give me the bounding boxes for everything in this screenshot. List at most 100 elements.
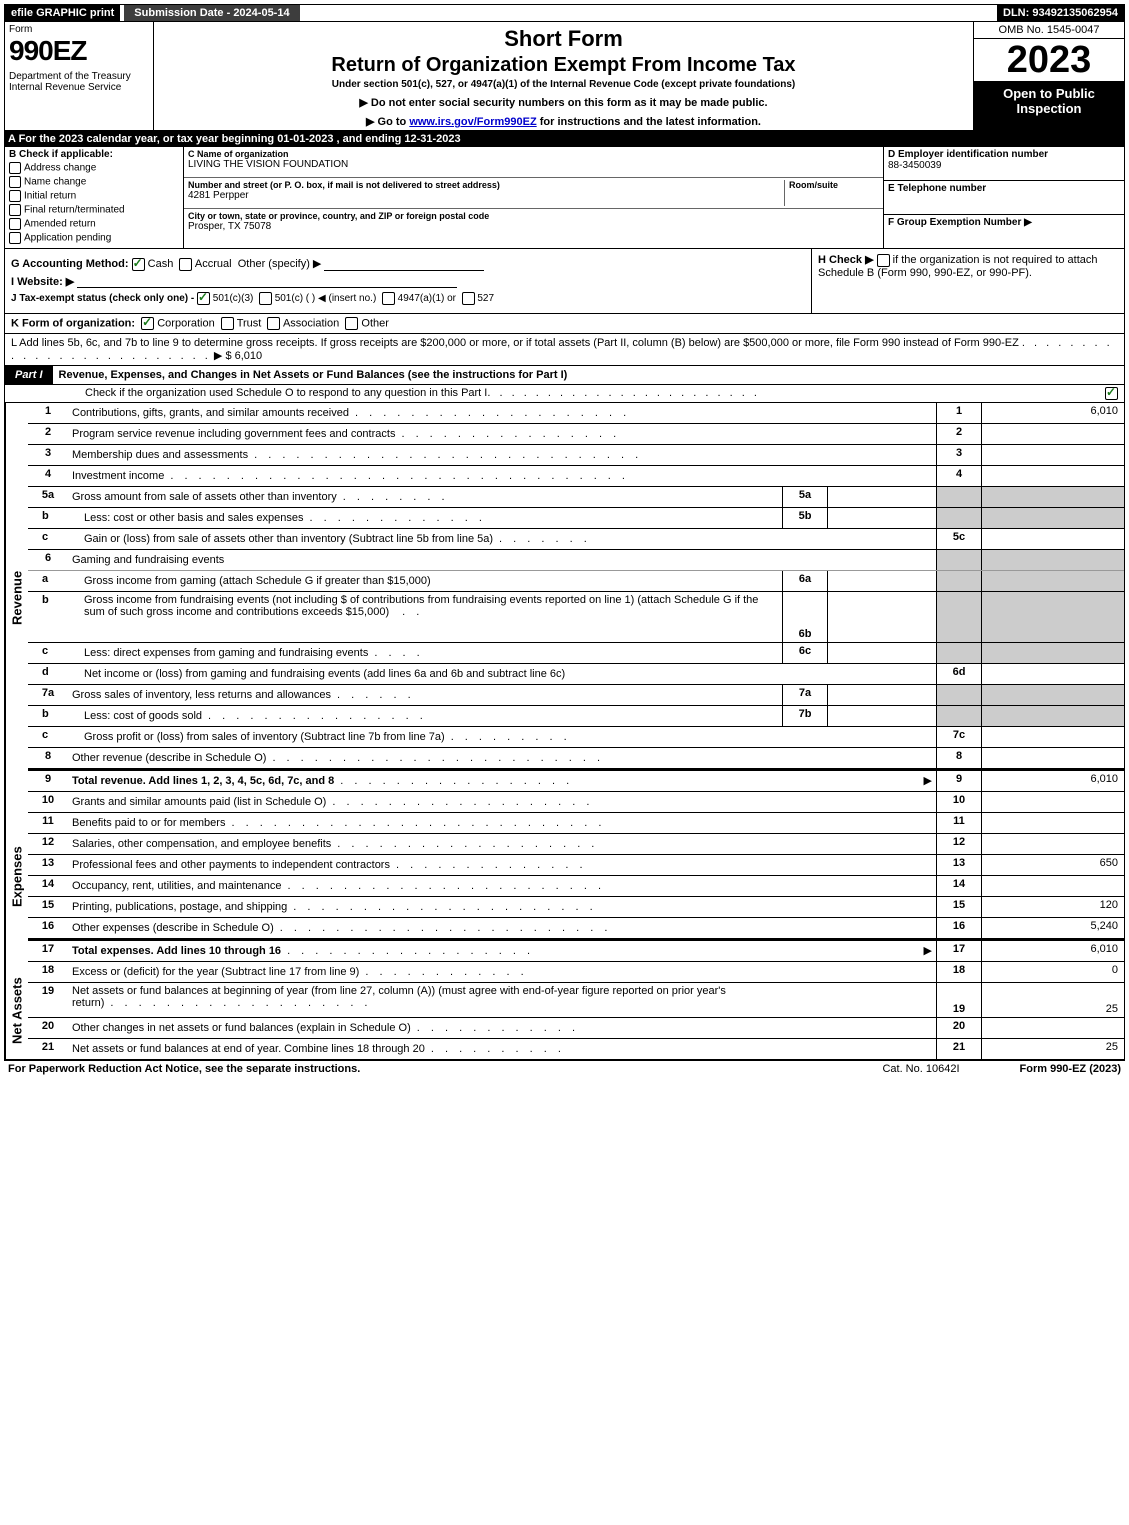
row-k: K Form of organization: Corporation Trus… <box>4 314 1125 334</box>
line-19: 19 Net assets or fund balances at beginn… <box>28 983 1124 1018</box>
val-7a <box>827 685 936 705</box>
cb-name-change[interactable]: Name change <box>9 176 179 188</box>
org-name: LIVING THE VISION FOUNDATION <box>188 159 879 170</box>
side-expenses: Expenses <box>5 792 28 962</box>
header-right: OMB No. 1545-0047 2023 Open to Public In… <box>973 22 1124 130</box>
efile-label[interactable]: efile GRAPHIC print <box>5 5 120 21</box>
col-b: B Check if applicable: Address change Na… <box>5 147 184 248</box>
row-l-val: 6,010 <box>235 350 263 362</box>
misc-right: H Check ▶ if the organization is not req… <box>811 249 1124 313</box>
cb-other[interactable] <box>345 317 358 330</box>
side-netassets: Net Assets <box>5 962 28 1059</box>
cb-association[interactable] <box>267 317 280 330</box>
street: 4281 Perpper <box>188 190 784 201</box>
line-5a: 5a Gross amount from sale of assets othe… <box>28 487 1124 508</box>
ein-cell: D Employer identification number 88-3450… <box>884 147 1124 181</box>
cb-schedule-o[interactable] <box>1105 387 1118 400</box>
cb-final-return[interactable]: Final return/terminated <box>9 204 179 216</box>
part1-sub-text: Check if the organization used Schedule … <box>85 387 487 400</box>
cb-501c3[interactable] <box>197 292 210 305</box>
cb-application-pending[interactable]: Application pending <box>9 232 179 244</box>
header-center: Short Form Return of Organization Exempt… <box>154 22 973 130</box>
line-8: 8 Other revenue (describe in Schedule O)… <box>28 748 1124 769</box>
title-short-form: Short Form <box>158 26 969 52</box>
line-15: 15 Printing, publications, postage, and … <box>28 897 1124 918</box>
val-5b <box>827 508 936 528</box>
form-header: Form 990EZ Department of the Treasury In… <box>4 22 1125 131</box>
cb-corporation[interactable] <box>141 317 154 330</box>
note-goto-pre: ▶ Go to <box>366 116 409 128</box>
top-bar: efile GRAPHIC print Submission Date - 20… <box>4 4 1125 22</box>
row-l: L Add lines 5b, 6c, and 7b to line 9 to … <box>4 334 1125 366</box>
tax-year: 2023 <box>974 39 1124 82</box>
side-revenue: Revenue <box>5 403 28 792</box>
val-2 <box>981 424 1124 444</box>
line-18: 18 Excess or (deficit) for the year (Sub… <box>28 962 1124 983</box>
line-11: 11 Benefits paid to or for members. . . … <box>28 813 1124 834</box>
line-g: G Accounting Method: Cash Accrual Other … <box>11 257 805 271</box>
line-j: J Tax-exempt status (check only one) - 5… <box>11 292 805 305</box>
line-7a: 7a Gross sales of inventory, less return… <box>28 685 1124 706</box>
misc-left: G Accounting Method: Cash Accrual Other … <box>5 249 811 313</box>
val-5c <box>981 529 1124 549</box>
val-6d <box>981 664 1124 684</box>
cb-trust[interactable] <box>221 317 234 330</box>
netassets-table: Net Assets 18 Excess or (deficit) for th… <box>4 962 1125 1060</box>
line-6b: b Gross income from fundraising events (… <box>28 592 1124 643</box>
val-1: 6,010 <box>981 403 1124 423</box>
line-12: 12 Salaries, other compensation, and emp… <box>28 834 1124 855</box>
line-6d: d Net income or (loss) from gaming and f… <box>28 664 1124 685</box>
part1-subtitle: Check if the organization used Schedule … <box>4 385 1125 403</box>
val-13: 650 <box>981 855 1124 875</box>
line-2: 2 Program service revenue including gove… <box>28 424 1124 445</box>
val-14 <box>981 876 1124 896</box>
ein: 88-3450039 <box>888 160 1120 171</box>
val-12 <box>981 834 1124 854</box>
ein-label: D Employer identification number <box>888 149 1120 160</box>
city-label: City or town, state or province, country… <box>188 211 879 221</box>
cb-4947[interactable] <box>382 292 395 305</box>
dept-label: Department of the Treasury Internal Reve… <box>9 71 149 93</box>
header-left: Form 990EZ Department of the Treasury In… <box>5 22 154 130</box>
val-7b <box>827 706 936 726</box>
phone-cell: E Telephone number <box>884 181 1124 215</box>
submission-date: Submission Date - 2024-05-14 <box>124 5 299 21</box>
cb-address-change[interactable]: Address change <box>9 162 179 174</box>
cb-h[interactable] <box>877 254 890 267</box>
val-15: 120 <box>981 897 1124 917</box>
line-10: 10 Grants and similar amounts paid (list… <box>28 792 1124 813</box>
line-21: 21 Net assets or fund balances at end of… <box>28 1039 1124 1059</box>
cb-cash[interactable] <box>132 258 145 271</box>
group-label: F Group Exemption Number ▶ <box>888 217 1120 228</box>
cb-527[interactable] <box>462 292 475 305</box>
val-8 <box>981 748 1124 768</box>
open-to-public: Open to Public Inspection <box>974 82 1124 130</box>
row-l-arrow: ▶ $ <box>214 350 232 362</box>
line-6: 6 Gaming and fundraising events <box>28 550 1124 571</box>
cb-501c[interactable] <box>259 292 272 305</box>
val-16: 5,240 <box>981 918 1124 938</box>
cb-accrual[interactable] <box>179 258 192 271</box>
val-19: 25 <box>981 983 1124 1017</box>
info-block: B Check if applicable: Address change Na… <box>4 147 1125 249</box>
val-6a <box>827 571 936 591</box>
line-4: 4 Investment income. . . . . . . . . . .… <box>28 466 1124 487</box>
omb: OMB No. 1545-0047 <box>974 22 1124 39</box>
irs-link[interactable]: www.irs.gov/Form990EZ <box>409 116 536 128</box>
val-9: 6,010 <box>981 771 1124 791</box>
footer-form: Form 990-EZ (2023) <box>1020 1063 1121 1075</box>
val-11 <box>981 813 1124 833</box>
line-14: 14 Occupancy, rent, utilities, and maint… <box>28 876 1124 897</box>
footer-left: For Paperwork Reduction Act Notice, see … <box>8 1063 360 1075</box>
cb-amended-return[interactable]: Amended return <box>9 218 179 230</box>
street-label: Number and street (or P. O. box, if mail… <box>188 180 784 190</box>
room-label: Room/suite <box>789 180 879 190</box>
val-18: 0 <box>981 962 1124 982</box>
line-9: 9 Total revenue. Add lines 1, 2, 3, 4, 5… <box>28 769 1124 792</box>
val-5a <box>827 487 936 507</box>
line-i: I Website: ▶ <box>11 275 805 288</box>
note-goto: ▶ Go to www.irs.gov/Form990EZ for instru… <box>158 115 969 128</box>
cb-initial-return[interactable]: Initial return <box>9 190 179 202</box>
val-4 <box>981 466 1124 486</box>
form-word: Form <box>9 24 149 35</box>
